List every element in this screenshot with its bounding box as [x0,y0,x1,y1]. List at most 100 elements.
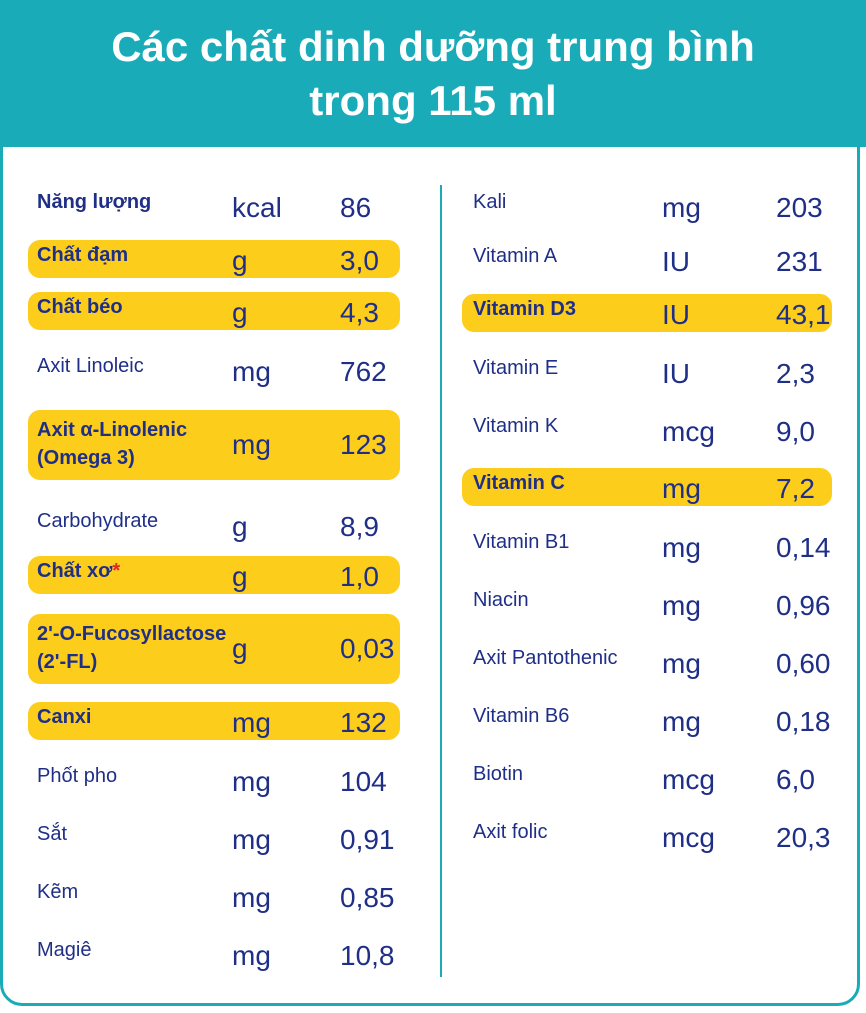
nutrient-name: Vitamin E [473,354,558,382]
nutrient-unit: mcg [662,822,715,853]
title-line-1: Các chất dinh dưỡng trung bình [111,22,755,70]
column-divider [440,185,442,977]
nutrient-name-text: Vitamin A [473,245,558,267]
nutrient-value: 231 [776,246,823,277]
nutrient-name: Vitamin C [473,469,565,497]
nutrient-name-text: Năng lượng [37,191,152,213]
nutrient-value: 762 [340,356,387,387]
nutrient-name: Vitamin K [473,412,558,440]
nutrient-unit: mcg [662,416,715,447]
nutrient-unit: mcg [662,764,715,795]
nutrient-unit: mg [662,532,701,563]
nutrient-name-text: Kali [473,191,507,213]
nutrient-value: 86 [340,192,372,223]
row-highlight [28,614,400,684]
nutrient-unit: mg [232,766,271,797]
nutrient-name: Axit Pantothenic [473,644,618,672]
title-line-2: trong 115 ml [309,76,557,124]
nutrient-value: 3,0 [340,245,379,276]
nutrient-name-line-1: Axit α-Linolenic [37,419,188,441]
nutrient-unit: IU [662,246,690,277]
nutrient-name-text: Phốt pho [37,765,118,787]
nutrient-name-text: Sắt [37,823,68,845]
nutrient-name: Canxi [37,703,91,731]
nutrient-unit: mg [232,940,271,971]
row-highlight [28,702,400,740]
nutrient-name: Phốt pho [37,762,117,790]
nutrient-name: Năng lượng [37,188,151,216]
nutrient-name-text: Chất xơ [37,560,113,582]
nutrient-name-text: Chất đạm [37,244,129,266]
nutrient-name: Biotin [473,760,523,788]
nutrient-value: 0,18 [776,706,831,737]
nutrient-unit: IU [662,299,690,330]
nutrient-unit: mg [232,824,271,855]
nutrient-name: Axit α-Linolenic (Omega 3) [37,416,187,472]
nutrient-name: 2'-O-Fucosyllactose (2'-FL) [37,620,226,676]
nutrient-name-line-2: (2'-FL) [37,651,98,673]
row-highlight [462,468,832,506]
nutrient-value: 0,85 [340,882,395,913]
nutrient-name: Vitamin A [473,242,557,270]
nutrient-value: 203 [776,192,823,223]
nutrient-name: Chất đạm [37,241,128,269]
nutrient-name: Axit folic [473,818,547,846]
nutrient-value: 0,96 [776,590,831,621]
nutrient-unit: mg [232,707,271,738]
nutrient-name: Niacin [473,586,529,614]
nutrient-name: Chất xơ* [37,557,120,585]
nutrient-name: Kẽm [37,878,78,906]
row-highlight [462,294,832,332]
row-highlight [28,410,400,480]
nutrient-name: Kali [473,188,506,216]
nutrient-unit: mg [662,192,701,223]
nutrient-value: 20,3 [776,822,831,853]
nutrient-unit: g [232,633,248,664]
nutrient-unit: mg [662,648,701,679]
nutrient-name-line-1: 2'-O-Fucosyllactose [37,623,227,645]
nutrient-unit: mg [662,706,701,737]
nutrient-unit: IU [662,358,690,389]
row-highlight [28,556,400,594]
nutrient-unit: g [232,297,248,328]
nutrient-name-text: Vitamin D3 [473,298,576,320]
nutrient-name-text: Magiê [37,939,92,961]
nutrient-value: 9,0 [776,416,815,447]
nutrient-name-text: Axit Linoleic [37,355,144,377]
nutrient-value: 123 [340,429,387,460]
nutrient-value: 8,9 [340,511,379,542]
nutrient-name-text: Vitamin K [473,415,559,437]
nutrient-name-text: Vitamin B6 [473,705,570,727]
nutrient-value: 2,3 [776,358,815,389]
nutrient-unit: mg [662,590,701,621]
nutrient-unit: g [232,561,248,592]
nutrient-name: Magiê [37,936,91,964]
nutrient-value: 0,03 [340,633,395,664]
nutrient-name-line-2: (Omega 3) [37,447,135,469]
nutrient-unit: g [232,511,248,542]
nutrient-unit: mg [232,882,271,913]
nutrient-name-text: Vitamin B1 [473,531,570,553]
nutrient-name-text: Axit folic [473,821,548,843]
nutrient-unit: mg [232,356,271,387]
nutrient-name: Carbohydrate [37,507,158,535]
footnote-asterisk: * [112,560,121,582]
nutrient-unit: mg [662,473,701,504]
nutrient-name-text: Carbohydrate [37,510,159,532]
nutrient-name-text: Vitamin E [473,357,559,379]
nutrient-name-text: Biotin [473,763,524,785]
nutrient-value: 10,8 [340,940,395,971]
nutrient-unit: kcal [232,192,282,223]
nutrient-value: 132 [340,707,387,738]
nutrient-name: Sắt [37,820,67,848]
nutrient-value: 4,3 [340,297,379,328]
nutrient-value: 43,1 [776,299,831,330]
nutrient-value: 0,91 [340,824,395,855]
nutrient-name-text: Vitamin C [473,472,565,494]
page-title: Các chất dinh dưỡng trung bình trong 115… [0,0,866,147]
nutrient-name-text: Kẽm [37,881,79,903]
nutrient-value: 104 [340,766,387,797]
row-highlight [28,292,400,330]
nutrient-name-text: Chất béo [37,296,123,318]
nutrient-unit: mg [232,429,271,460]
